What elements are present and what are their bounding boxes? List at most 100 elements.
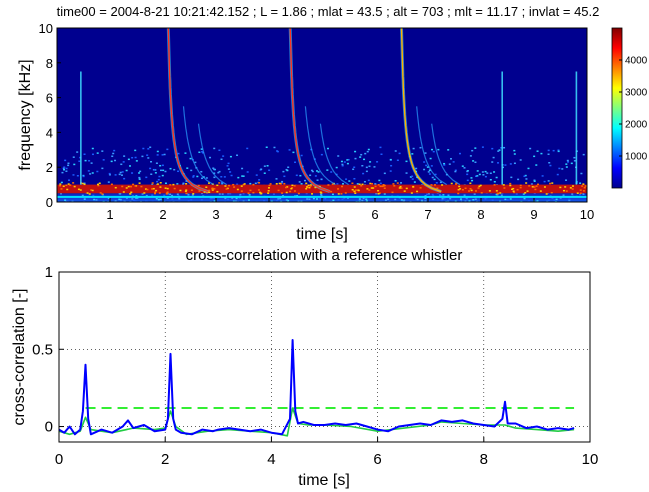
spectrogram-whistler-trace — [167, 28, 209, 193]
spectrogram-noise-speck — [218, 193, 221, 195]
spectrogram-noise-speck — [473, 193, 476, 195]
spectrogram-band-speck — [153, 192, 156, 195]
spectrogram-noise-speck — [430, 165, 433, 167]
spectrogram-noise-speck — [568, 199, 571, 202]
spectrogram-noise-speck — [427, 171, 430, 173]
spectrogram-noise-speck — [255, 174, 258, 176]
spectrogram-band-speck — [551, 182, 554, 184]
spectrogram-noise-speck — [530, 183, 533, 185]
spectrogram-band-speck — [91, 189, 94, 192]
spectrogram-band-speck — [311, 193, 314, 195]
spectrogram-noise-speck — [502, 166, 505, 169]
spectrogram-band-speck — [358, 183, 361, 186]
spectrogram-noise-speck — [431, 193, 434, 196]
spectrogram-noise-speck — [484, 170, 487, 173]
spectrogram-band-speck — [267, 190, 270, 192]
spectrogram-noise-speck — [221, 182, 224, 185]
spectrogram-x-tick-label: 4 — [265, 207, 272, 222]
spectrogram-noise-speck — [300, 200, 303, 202]
spectrogram-band-speck — [291, 184, 294, 187]
spectrogram-noise-speck — [161, 174, 164, 177]
spectrogram-noise-speck — [491, 161, 494, 163]
spectrogram-noise-speck — [515, 193, 518, 195]
spectrogram-band-speck — [257, 189, 260, 191]
spectrogram-noise-speck — [156, 180, 159, 183]
spectrogram-noise-speck — [454, 200, 457, 202]
spectrogram-noise-speck — [119, 171, 122, 174]
spectrogram-band-speck — [382, 184, 385, 186]
spectrogram-noise-speck — [138, 172, 141, 174]
spectrogram-noise-speck — [389, 170, 392, 172]
spectrogram-noise-speck — [472, 160, 475, 162]
spectrogram-noise-speck — [177, 170, 180, 173]
spectrogram-noise-speck — [277, 198, 280, 200]
spectrogram-noise-speck — [270, 200, 273, 202]
spectrogram-noise-speck — [326, 169, 329, 171]
spectrogram-noise-speck — [127, 158, 130, 161]
spectrogram-noise-speck — [310, 169, 313, 172]
spectrogram-band-speck — [372, 187, 375, 189]
spectrogram-noise-speck — [536, 200, 539, 202]
spectrogram-noise-speck — [239, 194, 242, 197]
spectrogram-noise-speck — [184, 152, 187, 154]
spectrogram-noise-speck — [139, 170, 142, 173]
spectrogram-band-speck — [565, 190, 568, 192]
spectrogram-band-speck — [534, 188, 537, 191]
spectrogram-noise-speck — [425, 164, 428, 167]
spectrogram-noise-speck — [166, 148, 169, 151]
spectrogram-noise-speck — [113, 149, 116, 152]
spectrogram-band-speck — [99, 192, 102, 194]
spectrogram-noise-speck — [81, 194, 84, 197]
spectrogram-band-speck — [156, 183, 159, 185]
spectrogram-band-speck — [285, 186, 288, 189]
spectrogram-noise-speck — [579, 182, 582, 184]
spectrogram-band-speck — [513, 191, 516, 194]
spectrogram-band-speck — [165, 193, 168, 195]
spectrogram-noise-speck — [573, 160, 576, 162]
spectrogram-band-speck — [158, 192, 161, 194]
spectrogram-noise-speck — [492, 156, 495, 159]
spectrogram-band-speck — [327, 184, 330, 186]
spectrogram-band-speck — [232, 183, 235, 186]
xcorr-series-blue — [58, 339, 575, 436]
spectrogram-noise-speck — [320, 194, 323, 197]
spectrogram-noise-speck — [448, 163, 451, 165]
spectrogram-noise-speck — [533, 179, 536, 182]
spectrogram-band-speck — [436, 187, 439, 190]
spectrogram-band-speck — [66, 188, 69, 191]
spectrogram-band-speck — [314, 186, 317, 189]
spectrogram-noise-speck — [166, 197, 169, 200]
spectrogram-noise-speck — [468, 200, 471, 202]
spectrogram-band-speck — [267, 187, 270, 189]
spectrogram-band-speck — [469, 182, 472, 185]
colorbar-gradient — [611, 27, 623, 189]
spectrogram-noise-speck — [120, 174, 123, 176]
spectrogram-noise-speck — [432, 198, 435, 201]
spectrogram-noise-speck — [82, 174, 85, 177]
spectrogram-noise-speck — [519, 159, 522, 161]
spectrogram-band-speck — [464, 187, 467, 190]
spectrogram-noise-speck — [482, 200, 485, 202]
spectrogram-noise-speck — [345, 178, 348, 180]
spectrogram-band-speck — [185, 189, 188, 191]
spectrogram-noise-speck — [218, 149, 221, 152]
spectrogram-noise-speck — [547, 199, 550, 202]
spectrogram-noise-speck — [565, 166, 568, 168]
spectrogram-noise-speck — [248, 194, 251, 196]
spectrogram-noise-speck — [306, 198, 309, 200]
spectrogram-noise-speck — [551, 197, 554, 200]
spectrogram-noise-speck — [557, 150, 560, 153]
spectrogram-x-tick-label: 6 — [371, 207, 378, 222]
spectrogram-noise-speck — [449, 158, 452, 160]
spectrogram-band-speck — [543, 186, 546, 188]
spectrogram-noise-speck — [239, 193, 242, 196]
spectrogram-noise-speck — [580, 172, 583, 175]
spectrogram-noise-speck — [493, 171, 496, 173]
spectrogram-noise-speck — [84, 159, 87, 162]
spectrogram-noise-speck — [227, 162, 230, 165]
spectrogram-band-speck — [488, 190, 491, 192]
spectrogram-x-ticks: 1 2 3 4 5 6 7 8 9 10 — [106, 198, 594, 222]
spectrogram-noise-speck — [558, 167, 561, 170]
spectrogram-noise-speck — [135, 195, 138, 197]
